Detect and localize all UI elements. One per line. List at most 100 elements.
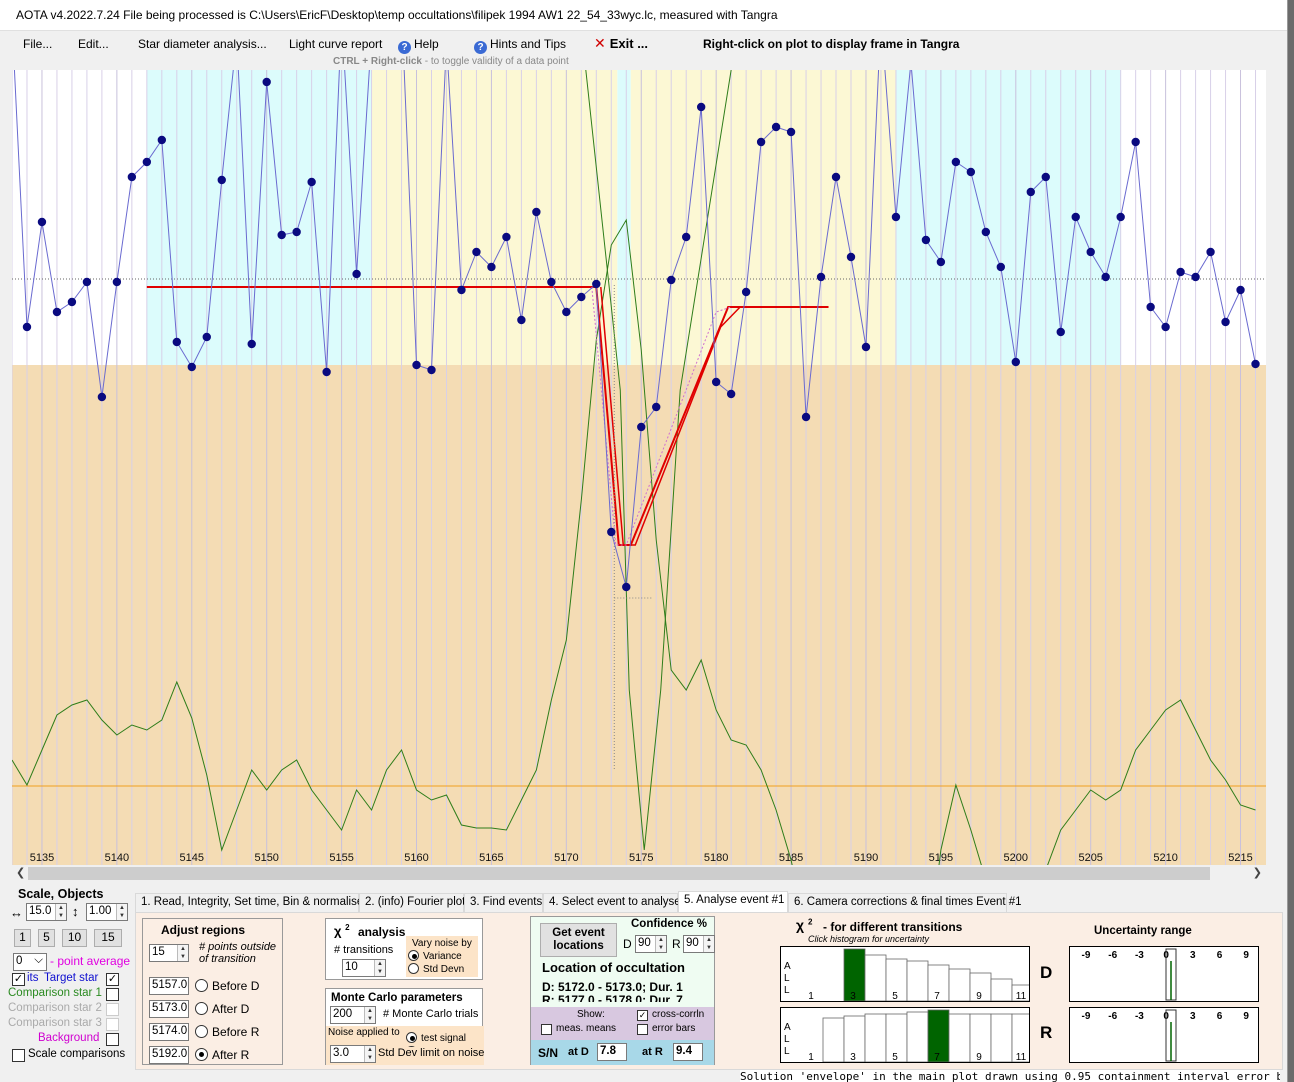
uncertainty-tick: -9 <box>1082 950 1091 961</box>
light-curve-plot[interactable]: 5135 5140 5145 5150 5155 5160 5165 5170 5175 5180… <box>12 70 1266 865</box>
cross-corr-label: cross-corrln <box>652 1009 705 1020</box>
target-star-checkbox[interactable]: ✓ <box>106 973 119 986</box>
scroll-right-icon[interactable]: ❯ <box>1252 867 1262 879</box>
x-tick-label-5175: 5175 <box>629 852 653 864</box>
scale-objects-panel: Scale, Objects ↔ 15.0 ▲ ▼ ↕ 1.00 ▲ ▼ 1 5 10 … <box>6 883 132 1068</box>
target-data-point <box>37 217 47 227</box>
meas-means-checkbox[interactable] <box>541 1024 552 1035</box>
target-data-point <box>127 172 137 182</box>
variance-radio[interactable]: Variance <box>408 950 462 962</box>
target-data-point <box>202 332 211 342</box>
target-star-checkbox-left[interactable]: ✓ <box>12 973 25 986</box>
std-dev-limit-spinner[interactable]: 3.0 ▲ ▼ <box>330 1045 376 1063</box>
tab-select-event[interactable]: 4. Select event to analyse <box>543 893 681 912</box>
scale-15-button[interactable]: 15 <box>94 929 122 947</box>
target-data-point <box>592 279 601 289</box>
adjust-regions-title: Adjust regions <box>161 923 246 937</box>
before-d-radio[interactable]: Before D <box>195 979 259 993</box>
light-curve-chart[interactable]: 5135 5140 5145 5150 5155 5160 5165 5170 5175 5180… <box>12 70 1266 865</box>
tab-find-events[interactable]: 3. Find events <box>464 893 543 912</box>
window-title: AOTA v4.2022.7.24 File being processed i… <box>16 8 778 22</box>
menu-exit[interactable]: ✕ Exit ... <box>594 35 649 51</box>
scale-comparisons-label: Scale comparisons <box>28 1048 126 1060</box>
background-checkbox[interactable] <box>106 1033 119 1046</box>
transitions-spinner[interactable]: 10 ▲ ▼ <box>342 959 386 977</box>
comp1-checkbox[interactable] <box>106 988 119 1001</box>
monte-trials-spinner[interactable]: 200 ▲ ▼ <box>330 1006 376 1024</box>
tab-camera-corrections[interactable]: 6. Camera corrections & final times Even… <box>788 893 1022 912</box>
stddev-radio[interactable]: Std Devn <box>408 963 464 975</box>
scale-10-button[interactable]: 10 <box>62 929 87 947</box>
stddev-radio-circle[interactable] <box>408 963 419 974</box>
comp2-label: Comparison star 2 <box>8 1002 102 1014</box>
error-bars-checkbox[interactable] <box>637 1024 648 1035</box>
target-data-point <box>1206 247 1215 257</box>
after-r-radio-circle[interactable] <box>195 1048 208 1061</box>
tab-fourier[interactable]: 2. (info) Fourier plot <box>359 893 465 912</box>
menu-star-diameter[interactable]: Star diameter analysis... <box>138 37 267 51</box>
all-letter: L <box>784 1034 790 1045</box>
scrollbar-thumb[interactable] <box>28 867 1210 880</box>
after-d-radio[interactable]: After D <box>195 1002 249 1016</box>
test-signal-radio[interactable]: test signal <box>406 1032 466 1044</box>
scroll-left-icon[interactable]: ❮ <box>16 867 26 879</box>
comp3-checkbox <box>106 1018 119 1031</box>
test-signal-radio-circle[interactable] <box>406 1032 417 1043</box>
after-r-field[interactable]: 5192.0 <box>149 1046 189 1064</box>
d-hist-label: D <box>1040 963 1053 982</box>
histogram-tick: 5 <box>892 991 898 1001</box>
cross-correlation-curve <box>585 70 732 851</box>
cross-corr-checkbox[interactable]: ✓ <box>637 1010 648 1021</box>
menu-file[interactable]: File... <box>23 37 53 51</box>
show-options-box: Show: meas. means ✓ cross-corrln error b… <box>531 1007 714 1040</box>
menu-light-curve-report[interactable]: Light curve report <box>289 37 383 51</box>
uncertainty-tick: -6 <box>1108 950 1117 961</box>
solution-dotted-line <box>591 286 732 546</box>
variance-radio-circle[interactable] <box>408 950 419 961</box>
histogram-bar <box>864 1013 887 1063</box>
confidence-r-spinner[interactable]: 90 ▲ ▼ <box>683 935 715 953</box>
plot-scrollbar[interactable]: ❮ ❯ <box>12 865 1266 882</box>
point-average-label: - point average <box>50 954 131 968</box>
before-d-radio-circle[interactable] <box>195 979 208 992</box>
after-d-field[interactable]: 5173.0 <box>149 1000 189 1018</box>
before-d-field[interactable]: 5157.0 <box>149 977 189 995</box>
before-r-radio-circle[interactable] <box>195 1025 208 1038</box>
tab-read-integrity[interactable]: 1. Read, Integrity, Set time, Bin & norm… <box>135 893 363 912</box>
x-tick-label-5145: 5145 <box>180 852 204 864</box>
point-average-select[interactable]: 0 ⌵ <box>13 953 47 971</box>
menu-edit[interactable]: Edit... <box>78 37 109 51</box>
target-data-point <box>786 127 796 137</box>
target-data-point <box>52 307 62 317</box>
tab-analyse-event[interactable]: 5. Analyse event #1 <box>678 891 788 912</box>
before-r-field[interactable]: 5174.0 <box>149 1023 189 1041</box>
r-histogram[interactable]: A L L 1 3 5 7 9 11 <box>780 1007 1034 1063</box>
d-histogram[interactable]: A L L 1 3 5 7 9 11 <box>780 946 1034 1002</box>
confidence-d-spinner[interactable]: 90 ▲ ▼ <box>635 935 667 953</box>
scale-comparisons-checkbox[interactable] <box>12 1049 25 1062</box>
hints-icon: ? <box>474 41 487 54</box>
points-outside-spinner[interactable]: 15 ▲ ▼ <box>149 944 189 962</box>
menu-hints[interactable]: ? Hints and Tips <box>474 37 566 54</box>
event-region-1 <box>630 70 896 365</box>
y-scale-spinner[interactable]: 1.00 ▲ ▼ <box>86 903 128 921</box>
uncertainty-tick: 6 <box>1217 1011 1223 1022</box>
before-r-radio[interactable]: Before R <box>195 1025 259 1039</box>
menu-help[interactable]: ? Help <box>398 37 439 54</box>
vertical-scale-icon: ↕ <box>72 904 79 919</box>
x-scale-spinner[interactable]: 15.0 ▲ ▼ <box>26 903 67 921</box>
get-event-locations-button[interactable]: Get event locations <box>540 923 617 957</box>
target-data-point <box>996 262 1006 272</box>
histogram-tick: 7 <box>934 991 940 1001</box>
histogram-bar <box>906 1011 929 1063</box>
after-d-radio-circle[interactable] <box>195 1002 208 1015</box>
scale-1-button[interactable]: 1 <box>14 929 31 947</box>
x-tick-label-5160: 5160 <box>404 852 428 864</box>
scale-5-button[interactable]: 5 <box>38 929 55 947</box>
x-tick-label-5200: 5200 <box>1004 852 1028 864</box>
target-data-point <box>577 292 586 302</box>
histogram-tick: 9 <box>976 1052 982 1062</box>
after-r-radio[interactable]: After R <box>195 1048 249 1062</box>
